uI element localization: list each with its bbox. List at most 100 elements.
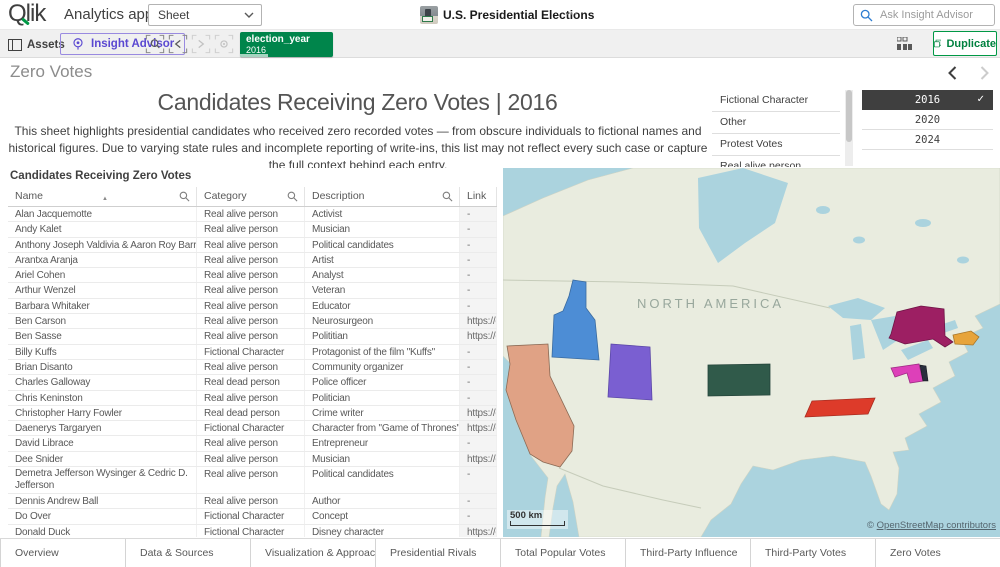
cell-category[interactable]: Fictional Character [197, 509, 305, 524]
cell-link[interactable]: - [460, 509, 497, 524]
cell-category[interactable]: Real alive person [197, 207, 305, 222]
cell-description[interactable]: Veteran [305, 283, 460, 298]
cell-category[interactable]: Real alive person [197, 222, 305, 237]
category-filter-item[interactable]: Fictional Character [712, 90, 840, 112]
column-search-icon[interactable] [179, 191, 190, 202]
cell-name[interactable]: Donald Duck [8, 524, 197, 537]
cell-category[interactable]: Fictional Character [197, 524, 305, 537]
cell-name[interactable]: Andy Kalet [8, 222, 197, 237]
cell-description[interactable]: Character from "Game of Thrones" [305, 421, 460, 436]
cell-link[interactable]: - [460, 283, 497, 298]
zero-votes-map[interactable]: NORTH AMERICA 500 km © OpenStreetMap con… [503, 168, 1000, 537]
sheet-tab[interactable]: Total Popular Votes [500, 539, 625, 567]
cell-link[interactable]: - [460, 237, 497, 252]
cell-description[interactable]: Analyst [305, 268, 460, 283]
cell-description[interactable]: Educator [305, 298, 460, 314]
cell-link[interactable]: - [460, 390, 497, 405]
cell-link[interactable]: https://e [460, 451, 497, 467]
cell-link[interactable]: - [460, 436, 497, 451]
cell-link[interactable]: https://e [460, 421, 497, 436]
cell-link[interactable]: https://e [460, 524, 497, 537]
cell-category[interactable]: Real alive person [197, 268, 305, 283]
selection-chip-election-year[interactable]: election_year 2016 [240, 32, 333, 57]
category-filter-item[interactable]: Real alive person [712, 156, 840, 167]
cell-category[interactable]: Real alive person [197, 359, 305, 375]
sheet-selector-dropdown[interactable]: Sheet [148, 4, 262, 26]
cell-category[interactable]: Real alive person [197, 451, 305, 467]
cell-category[interactable]: Fictional Character [197, 344, 305, 359]
cell-description[interactable]: Politician [305, 390, 460, 405]
cell-description[interactable]: Crime writer [305, 405, 460, 421]
sheet-grid-icon[interactable] [896, 36, 912, 56]
qlik-logo[interactable]: Qlik [8, 0, 46, 28]
column-search-icon[interactable] [442, 191, 453, 202]
cell-description[interactable]: Neurosurgeon [305, 314, 460, 329]
sheet-tab[interactable]: Presidential Rivals [375, 539, 500, 567]
sheet-tab[interactable]: Third-Party Influence [625, 539, 750, 567]
cell-description[interactable]: Entrepreneur [305, 436, 460, 451]
cell-category[interactable]: Real alive person [197, 298, 305, 314]
cell-description[interactable]: Disney character [305, 524, 460, 537]
search-input[interactable] [880, 6, 990, 24]
year-filter-item[interactable]: 2024 ✓ [862, 130, 993, 150]
cell-name[interactable]: Ben Sasse [8, 329, 197, 344]
cell-name[interactable]: Charles Galloway [8, 375, 197, 390]
state-idaho[interactable] [551, 279, 600, 361]
cell-name[interactable]: Chris Keninston [8, 390, 197, 405]
cell-link[interactable]: https://e [460, 314, 497, 329]
cell-name[interactable]: Anthony Joseph Valdivia & Aaron Roy Barr… [8, 237, 197, 252]
cell-link[interactable]: - [460, 494, 497, 509]
cell-description[interactable]: Polititian [305, 329, 460, 344]
cell-link[interactable]: - [460, 268, 497, 283]
cell-link[interactable]: - [460, 359, 497, 375]
cell-link[interactable]: - [460, 252, 497, 268]
cell-category[interactable]: Real dead person [197, 405, 305, 421]
cell-category[interactable]: Real dead person [197, 375, 305, 390]
cell-description[interactable]: Protagonist of the film "Kuffs" [305, 344, 460, 359]
cell-category[interactable]: Real alive person [197, 314, 305, 329]
state-utah[interactable] [607, 343, 653, 401]
insight-advisor-search[interactable] [853, 4, 995, 26]
cell-link[interactable]: - [460, 222, 497, 237]
cell-category[interactable]: Real alive person [197, 252, 305, 268]
cell-description[interactable]: Police officer [305, 375, 460, 390]
cell-name[interactable]: Arthur Wenzel [8, 283, 197, 298]
cell-name[interactable]: Dee Snider [8, 451, 197, 467]
cell-category[interactable]: Real alive person [197, 436, 305, 451]
cell-description[interactable]: Activist [305, 207, 460, 222]
cell-name[interactable]: Daenerys Targaryen [8, 421, 197, 436]
cell-description[interactable]: Musician [305, 451, 460, 467]
cell-description[interactable]: Political candidates [305, 237, 460, 252]
cell-name[interactable]: David Librace [8, 436, 197, 451]
column-header-name[interactable]: Name ▲ [8, 187, 197, 206]
cell-description[interactable]: Artist [305, 252, 460, 268]
state-delaware[interactable] [919, 364, 929, 382]
cell-description[interactable]: Musician [305, 222, 460, 237]
year-filter-item[interactable]: 2016 ✓ [862, 90, 993, 110]
state-tennessee[interactable] [804, 397, 876, 418]
osm-attribution-link[interactable]: OpenStreetMap contributors [876, 520, 996, 531]
cell-link[interactable]: - [460, 344, 497, 359]
smart-search-icon[interactable] [145, 34, 165, 54]
cell-link[interactable]: - [460, 298, 497, 314]
cell-name[interactable]: Arantxa Aranja [8, 252, 197, 268]
cell-name[interactable]: Barbara Whitaker [8, 298, 197, 314]
cell-name[interactable]: Demetra Jefferson Wysinger & Cedric D. J… [8, 467, 197, 494]
sheet-tab[interactable]: Visualization & Approach [250, 539, 375, 567]
cell-link[interactable]: - [460, 375, 497, 390]
sheet-tab[interactable]: Third-Party Votes [750, 539, 875, 567]
cell-category[interactable]: Real alive person [197, 283, 305, 298]
cell-description[interactable]: Author [305, 494, 460, 509]
cell-category[interactable]: Real alive person [197, 237, 305, 252]
category-filter-item[interactable]: Other [712, 112, 840, 134]
category-filter-item[interactable]: Protest Votes [712, 134, 840, 156]
state-california[interactable] [505, 343, 575, 468]
year-filter-item[interactable]: 2020 ✓ [862, 110, 993, 130]
cell-name[interactable]: Brian Disanto [8, 359, 197, 375]
cell-description[interactable]: Community organizer [305, 359, 460, 375]
cell-description[interactable]: Political candidates [305, 467, 460, 494]
cell-category[interactable]: Real alive person [197, 494, 305, 509]
cell-name[interactable]: Ben Carson [8, 314, 197, 329]
column-header-category[interactable]: Category [197, 187, 305, 206]
cell-link[interactable]: https://e [460, 405, 497, 421]
